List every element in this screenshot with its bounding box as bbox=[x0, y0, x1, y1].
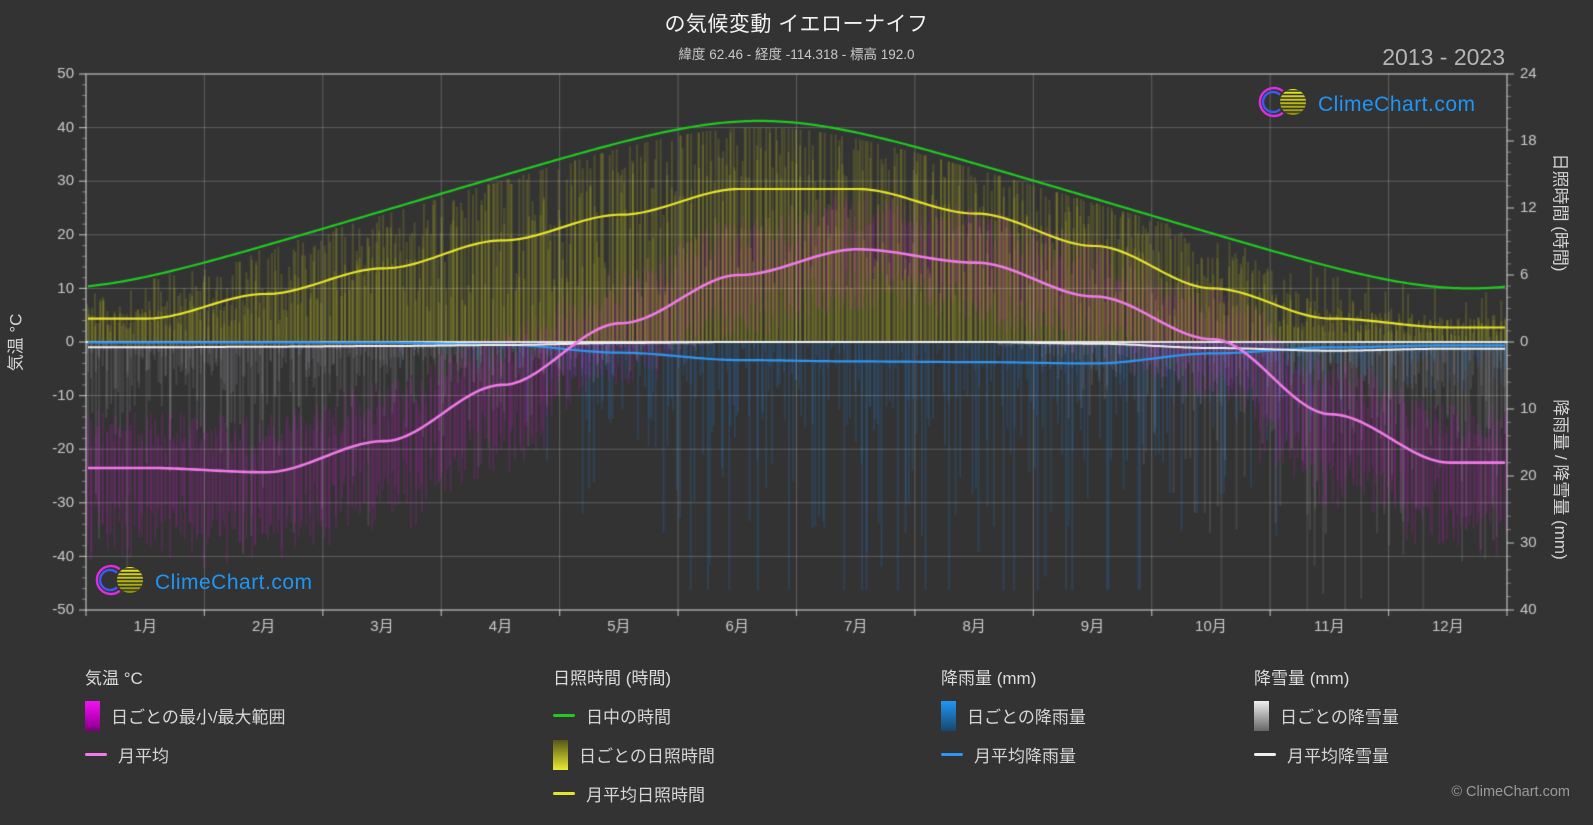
legend-item: 月平均 bbox=[85, 735, 286, 774]
swatch-sunshine-mean-line bbox=[553, 792, 575, 795]
legend-header-rain: 降雨量 (mm) bbox=[941, 669, 1037, 688]
legend-item: 月平均日照時間 bbox=[553, 774, 715, 813]
legend-item-label: 日ごとの降雨量 bbox=[967, 708, 1086, 727]
legend-header-snow: 降雪量 (mm) bbox=[1254, 669, 1350, 688]
swatch-rain-mean-line bbox=[941, 753, 963, 756]
legend-sunshine: 日照時間 (時間) 日中の時間 日ごとの日照時間 月平均日照時間 bbox=[553, 660, 715, 813]
legend-header-sunshine: 日照時間 (時間) bbox=[553, 669, 672, 688]
legend-item-label: 月平均降雪量 bbox=[1287, 747, 1389, 766]
legend-item-label: 月平均降雨量 bbox=[974, 747, 1076, 766]
climechart-watermark-bottom: ClimeChart.com bbox=[93, 563, 313, 602]
swatch-temp-range-gradient bbox=[85, 700, 100, 731]
climechart-watermark-top: ClimeChart.com bbox=[1256, 85, 1476, 124]
legend-item-label: 日ごとの降雪量 bbox=[1280, 708, 1399, 727]
swatch-snow-mean-line bbox=[1254, 753, 1276, 756]
legend-snow: 降雪量 (mm) 日ごとの降雪量 月平均降雪量 bbox=[1254, 660, 1399, 774]
copyright-note: © ClimeChart.com bbox=[1451, 784, 1570, 800]
legend-item: 月平均降雪量 bbox=[1254, 735, 1399, 774]
swatch-daylight-line bbox=[553, 714, 575, 717]
climechart-watermark-text: ClimeChart.com bbox=[155, 570, 313, 594]
legend-item: 日ごとの降雪量 bbox=[1254, 696, 1399, 735]
climechart-logo-icon bbox=[93, 563, 149, 602]
swatch-rain-gradient bbox=[941, 700, 956, 731]
legend-header-temperature: 気温 °C bbox=[85, 669, 143, 688]
climate-chart-canvas bbox=[0, 0, 1593, 650]
legend-item: 月平均降雨量 bbox=[941, 735, 1086, 774]
legend-item: 日ごとの日照時間 bbox=[553, 735, 715, 774]
swatch-sunshine-gradient bbox=[553, 739, 568, 770]
legend-rain: 降雨量 (mm) 日ごとの降雨量 月平均降雨量 bbox=[941, 660, 1086, 774]
legend-item: 日中の時間 bbox=[553, 696, 715, 735]
axis-title-precipitation: 降雨量 / 降雪量 (mm) bbox=[1551, 399, 1570, 560]
legend-temperature: 気温 °C 日ごとの最小/最大範囲 月平均 bbox=[85, 660, 286, 774]
legend-item-label: 日ごとの日照時間 bbox=[579, 747, 715, 766]
legend-item-label: 月平均日照時間 bbox=[586, 786, 705, 805]
axis-title-temperature: 気温 °C bbox=[6, 313, 26, 372]
axis-title-sunshine: 日照時間 (時間) bbox=[1550, 153, 1570, 272]
legend-item: 日ごとの降雨量 bbox=[941, 696, 1086, 735]
swatch-snow-gradient bbox=[1254, 700, 1269, 731]
legend-item-label: 日ごとの最小/最大範囲 bbox=[111, 708, 286, 727]
legend-item: 日ごとの最小/最大範囲 bbox=[85, 696, 286, 735]
climechart-watermark-text: ClimeChart.com bbox=[1318, 92, 1476, 116]
climechart-logo-icon bbox=[1256, 85, 1312, 124]
swatch-temp-mean-line bbox=[85, 753, 107, 756]
legend-item-label: 日中の時間 bbox=[586, 708, 671, 727]
legend-item-label: 月平均 bbox=[118, 747, 169, 766]
